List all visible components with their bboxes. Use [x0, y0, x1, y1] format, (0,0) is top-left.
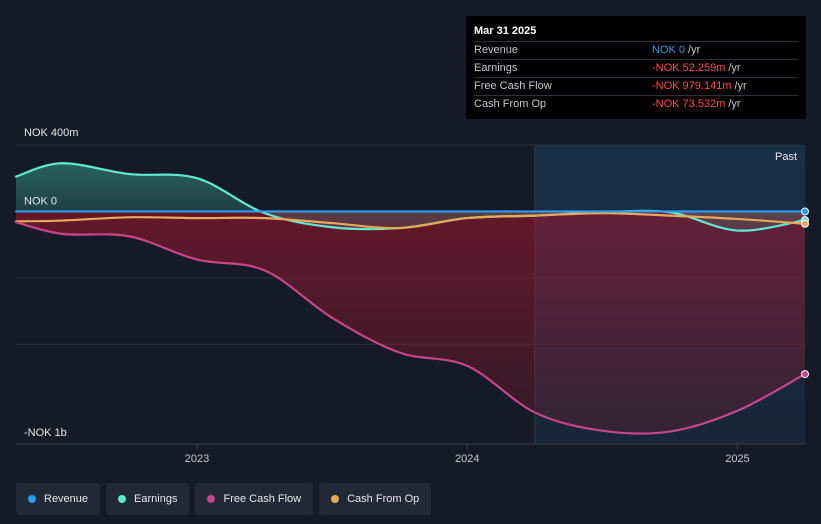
legend-label: Earnings: [134, 493, 178, 505]
series-areas: [16, 163, 805, 434]
x-tick-label: 2024: [455, 453, 479, 465]
x-tick-label: 2023: [185, 453, 209, 465]
tooltip-row: Earnings -NOK 52.259m/yr: [474, 59, 798, 77]
revenue-endpoint: [801, 207, 809, 216]
tooltip-row-unit: /yr: [728, 62, 741, 74]
tooltip: Mar 31 2025 Revenue NOK 0/yr Earnings -NOK …: [466, 16, 806, 119]
earnings-area: [16, 163, 805, 231]
tooltip-row: Revenue NOK 0/yr: [474, 41, 798, 59]
free-cash-flow-area: [16, 211, 805, 434]
legend-dot-icon: [28, 495, 36, 503]
axis-labels: NOK 400m NOK 0 -NOK 1b 2023 2024 2025 Past: [24, 127, 797, 465]
series-endpoints: [801, 207, 809, 379]
tooltip-row-unit: /yr: [734, 80, 747, 92]
legend-item-cash-from-op[interactable]: Cash From Op: [319, 483, 432, 515]
y-label-zero: NOK 0: [24, 195, 57, 207]
free-cash-flow-endpoint: [801, 370, 809, 379]
legend-dot-icon: [207, 495, 216, 503]
tooltip-row: Free Cash Flow -NOK 979.141m/yr: [474, 77, 798, 95]
legend: Revenue Earnings Free Cash Flow Cash From O…: [16, 483, 437, 515]
legend-dot-icon: [331, 495, 340, 503]
tooltip-row-unit: /yr: [688, 44, 701, 56]
x-tick-label: 2025: [725, 453, 749, 465]
legend-item-earnings[interactable]: Earnings: [106, 483, 190, 515]
y-label-top: NOK 400m: [24, 127, 78, 139]
legend-item-free-cash-flow[interactable]: Free Cash Flow: [195, 483, 314, 515]
legend-label: Revenue: [44, 493, 89, 505]
tooltip-row-label: Cash From Op: [474, 98, 547, 110]
tooltip-row-value: -NOK 979.141m: [652, 80, 732, 92]
legend-label: Cash From Op: [347, 493, 420, 505]
legend-item-revenue[interactable]: Revenue: [16, 483, 101, 515]
legend-label: Free Cash Flow: [223, 493, 302, 505]
tooltip-row-value: -NOK 73.532m: [652, 98, 726, 110]
tooltip-row-label: Free Cash Flow: [474, 80, 552, 92]
tooltip-row-value: -NOK 52.259m: [652, 62, 726, 74]
tooltip-row-label: Revenue: [474, 44, 519, 56]
tooltip-row-label: Earnings: [474, 62, 518, 74]
series-lines: [14, 162, 807, 435]
y-label-bottom: -NOK 1b: [24, 427, 67, 439]
tooltip-row: Cash From Op -NOK 73.532m/yr: [474, 95, 798, 113]
cash-from-op-endpoint: [801, 219, 809, 228]
tooltip-row-unit: /yr: [728, 98, 741, 110]
legend-dot-icon: [118, 495, 127, 503]
tooltip-row-value: NOK 0: [652, 44, 686, 56]
cash-from-op-line: [14, 212, 807, 230]
free-cash-flow-line: [14, 221, 807, 435]
past-label: Past: [775, 151, 797, 163]
tooltip-date: Mar 31 2025: [474, 25, 537, 37]
